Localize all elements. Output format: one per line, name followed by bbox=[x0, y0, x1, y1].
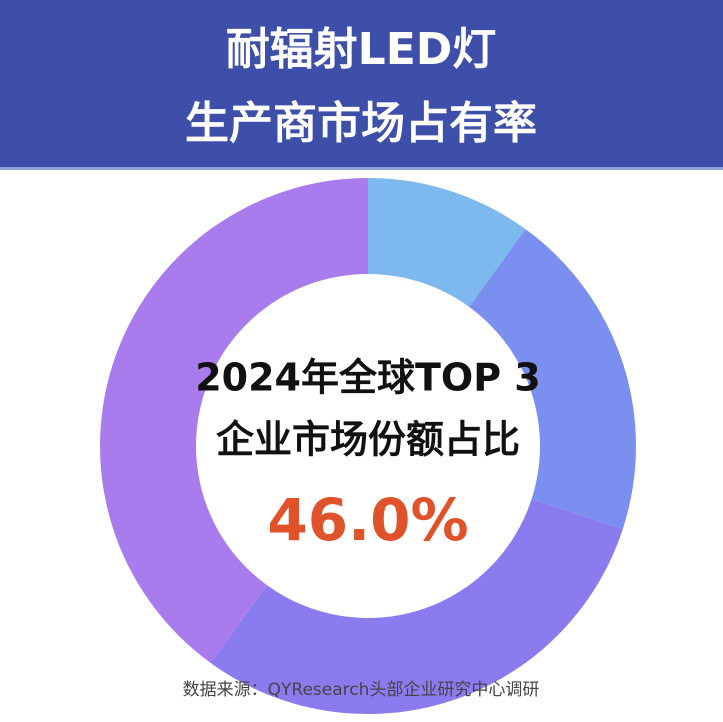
center-value: 46.0% bbox=[267, 486, 468, 554]
center-text: 2024年全球TOP 3 bbox=[195, 356, 541, 400]
donut-segment bbox=[100, 178, 369, 663]
source-note: 数据来源：QYResearch头部企业研究中心调研 bbox=[183, 680, 540, 700]
donut-segment bbox=[368, 178, 526, 307]
donut-segment bbox=[210, 499, 623, 714]
header-rule bbox=[0, 167, 723, 170]
center-text: 企业市场份额占比 bbox=[216, 418, 520, 462]
chart-subtitle: 生产商市场占有率 bbox=[185, 98, 537, 149]
header-band bbox=[0, 0, 723, 167]
chart-title: 耐辐射LED灯 bbox=[226, 24, 497, 75]
donut-segment bbox=[469, 229, 636, 529]
